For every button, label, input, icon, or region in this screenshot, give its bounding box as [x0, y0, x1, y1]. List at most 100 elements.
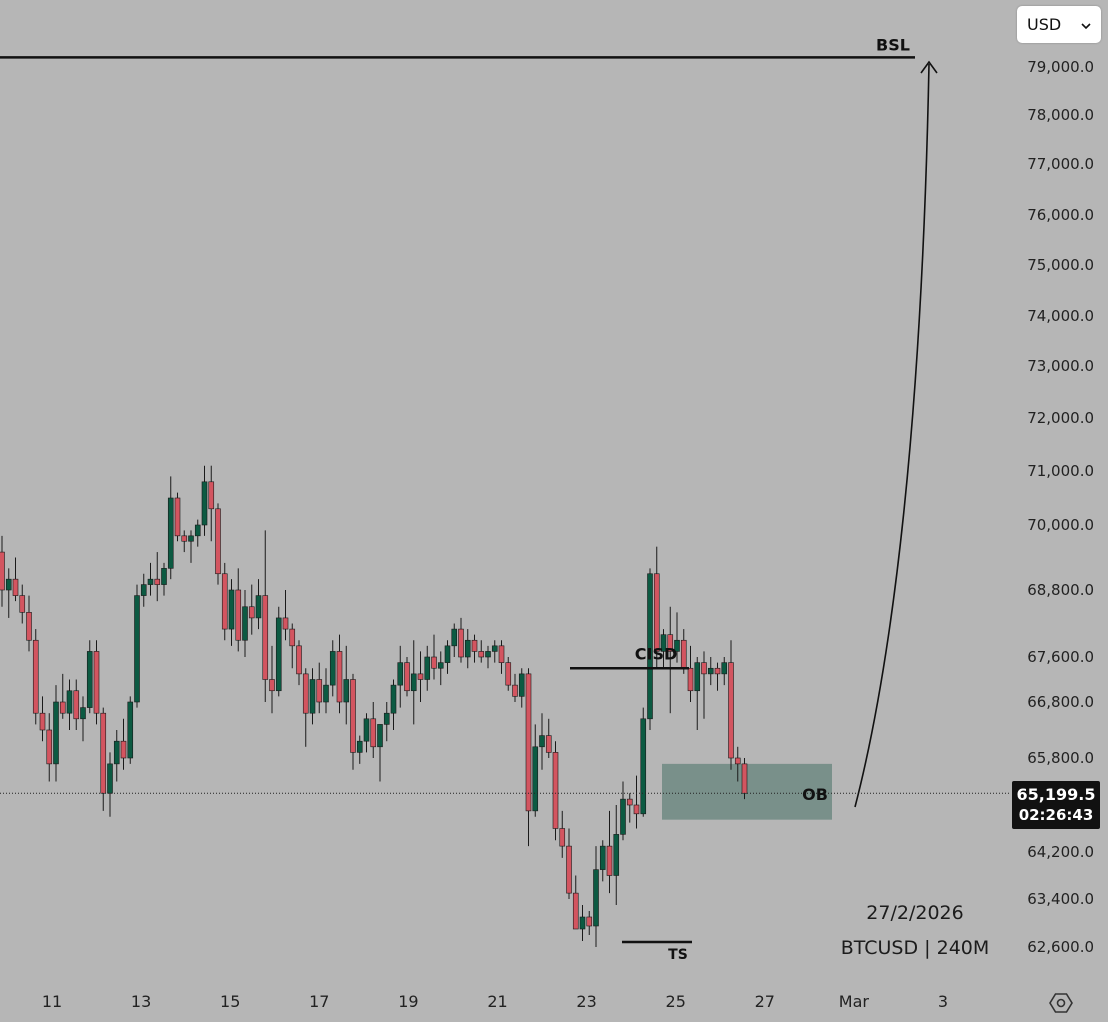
price-tick-label: 76,000.0: [1027, 206, 1094, 224]
candle: [613, 805, 620, 905]
candle-body: [147, 578, 154, 585]
time-axis[interactable]: 11 13 15 17 19 21 23 25 27 Mar 3: [42, 992, 948, 1011]
candle: [653, 546, 660, 669]
candle-body: [525, 673, 532, 812]
candle: [518, 668, 525, 708]
candle: [282, 590, 289, 641]
candle: [53, 685, 59, 782]
candle: [19, 584, 26, 624]
candle: [674, 612, 680, 663]
time-tick-label: 25: [666, 992, 686, 1011]
candle: [323, 668, 329, 714]
candle: [201, 465, 208, 536]
candle: [687, 645, 694, 702]
candle: [120, 718, 127, 770]
candle-body: [242, 606, 248, 641]
cisd-label: CISD: [635, 644, 678, 663]
candle: [329, 640, 336, 697]
price-tick-label: 74,000.0: [1027, 307, 1094, 325]
candle: [248, 584, 255, 635]
candle: [714, 662, 721, 691]
candle: [113, 730, 120, 782]
candle-body: [289, 628, 296, 647]
candle-body: [390, 684, 397, 714]
candle-body: [255, 595, 262, 619]
candle-body: [73, 690, 80, 720]
candle: [572, 875, 579, 930]
footer-date: 27/2/2026: [866, 902, 963, 924]
candle-body: [606, 845, 613, 876]
candle-body: [734, 757, 741, 765]
price-axis[interactable]: 79,000.0 78,000.0 77,000.0 76,000.0 75,000.0…: [1027, 58, 1094, 956]
candle: [26, 595, 32, 652]
candle: [640, 707, 647, 817]
candle-body: [667, 634, 674, 652]
candle: [32, 629, 39, 725]
candle: [269, 645, 275, 714]
candle-body: [694, 662, 701, 692]
annotations-layer: BSL CISD TS OB: [0, 35, 1010, 963]
candle-body: [383, 712, 390, 725]
chevron-down-icon: [1081, 15, 1091, 34]
candle-body: [275, 617, 282, 692]
candle-body: [424, 656, 431, 680]
candle: [242, 590, 248, 657]
candle-body: [539, 735, 545, 748]
candle-body: [437, 662, 444, 669]
candle: [498, 640, 505, 674]
candle: [134, 584, 140, 708]
time-tick-label: 13: [131, 992, 151, 1011]
price-tick-label: 70,000.0: [1027, 516, 1094, 534]
candle-body: [309, 679, 316, 714]
candle: [431, 634, 437, 680]
candle-body: [329, 651, 336, 686]
candle-body: [532, 746, 539, 812]
candle: [188, 530, 194, 563]
candle: [356, 735, 363, 764]
candle: [586, 911, 593, 935]
candle: [606, 810, 613, 894]
candle-body: [59, 701, 66, 714]
candle-body: [46, 729, 53, 765]
candle: [93, 640, 100, 725]
candle: [363, 713, 370, 753]
candle: [505, 657, 512, 691]
candle: [667, 606, 674, 714]
price-tick-label: 72,000.0: [1027, 409, 1094, 427]
candle-body: [26, 612, 32, 641]
candle: [694, 657, 701, 730]
time-tick-label: 27: [755, 992, 775, 1011]
candle-body: [512, 684, 518, 697]
candle: [579, 905, 586, 941]
candle-body: [410, 673, 417, 692]
candle-body: [559, 828, 566, 847]
price-tick-label: 66,800.0: [1027, 693, 1094, 711]
candle: [525, 668, 532, 847]
candle: [471, 634, 478, 663]
candle-body: [674, 639, 680, 652]
candle: [424, 645, 431, 691]
footer-symbol-timeframe: BTCUSD | 240M: [841, 937, 990, 959]
candle-body: [518, 673, 525, 697]
candle: [228, 579, 235, 646]
price-tick-label: 65,800.0: [1027, 749, 1094, 767]
candle-body: [545, 735, 552, 753]
candle-body: [39, 712, 46, 731]
candle-body: [181, 535, 188, 542]
gear-icon[interactable]: [1048, 990, 1074, 1016]
candle-body: [444, 645, 451, 663]
candle-body: [404, 662, 410, 692]
candle: [275, 606, 282, 697]
candle-body: [201, 481, 208, 526]
candle-body: [660, 634, 667, 652]
candle: [66, 679, 73, 730]
candle-body: [572, 892, 579, 930]
candle: [59, 673, 66, 719]
candle: [147, 562, 154, 596]
candle-body: [728, 662, 734, 759]
currency-selector[interactable]: USD: [1017, 6, 1101, 43]
time-tick-label: Mar: [839, 992, 870, 1011]
candle: [221, 562, 228, 641]
candle-body: [566, 845, 572, 894]
